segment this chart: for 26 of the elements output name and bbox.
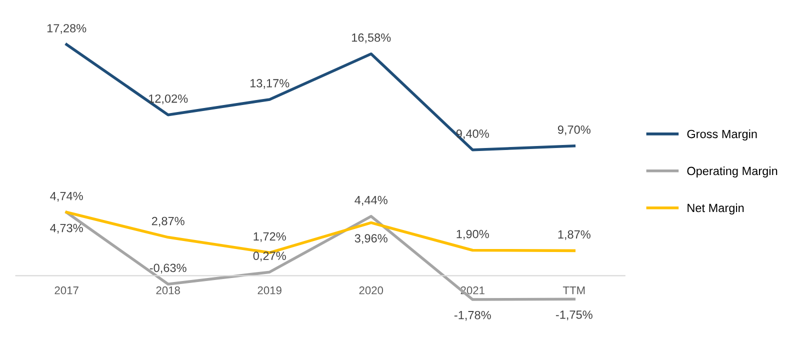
data-label: 1,72%: [254, 232, 286, 242]
legend-label: Net Margin: [688, 203, 744, 214]
data-label: 4,74%: [50, 192, 83, 202]
data-label: 0,27%: [253, 252, 286, 262]
data-label: 3,96%: [354, 234, 388, 244]
data-label: 4,73%: [50, 224, 83, 234]
data-label: 13,17%: [250, 79, 290, 89]
x-tick-label: 2019: [258, 286, 282, 294]
data-label: -0,63%: [150, 264, 186, 274]
x-tick-label: 2020: [359, 286, 384, 294]
legend-label: Operating Margin: [687, 166, 778, 178]
data-label: 9,70%: [558, 125, 590, 136]
x-tick-label: TTM: [562, 286, 585, 294]
data-label: 16,58%: [352, 33, 391, 44]
data-label: 1,90%: [456, 230, 489, 240]
data-label: 17,28%: [47, 24, 86, 34]
data-label: -1,75%: [556, 310, 592, 320]
data-label: 2,87%: [152, 216, 184, 227]
data-label: 1,87%: [558, 230, 590, 240]
data-label: 9,40%: [456, 130, 489, 140]
data-label: -1,78%: [454, 310, 491, 321]
x-tick-label: 2017: [54, 286, 78, 294]
legend-label: Gross Margin: [687, 130, 757, 141]
data-label: 4,44%: [354, 196, 388, 206]
x-tick-label: 2018: [156, 286, 180, 294]
data-label: 12,02%: [148, 94, 188, 104]
